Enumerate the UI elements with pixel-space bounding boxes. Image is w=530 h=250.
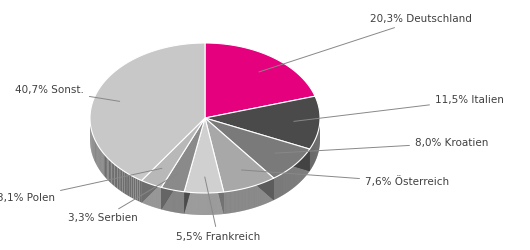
Polygon shape — [205, 118, 310, 171]
Polygon shape — [111, 162, 113, 185]
Polygon shape — [113, 163, 114, 186]
Text: 40,7% Sonst.: 40,7% Sonst. — [15, 85, 120, 101]
Polygon shape — [93, 136, 94, 159]
Polygon shape — [184, 118, 205, 214]
Polygon shape — [95, 140, 96, 164]
Polygon shape — [205, 96, 320, 149]
Polygon shape — [142, 118, 205, 202]
Text: 7,6% Österreich: 7,6% Österreich — [242, 170, 449, 188]
Polygon shape — [105, 155, 106, 178]
Polygon shape — [104, 154, 105, 177]
Polygon shape — [128, 174, 130, 197]
Polygon shape — [205, 118, 224, 214]
Polygon shape — [102, 152, 104, 176]
Polygon shape — [205, 118, 274, 200]
Polygon shape — [184, 118, 205, 214]
Polygon shape — [108, 158, 109, 181]
Polygon shape — [125, 172, 126, 194]
Polygon shape — [205, 118, 224, 214]
Polygon shape — [114, 164, 116, 188]
Polygon shape — [110, 160, 111, 184]
Polygon shape — [121, 169, 122, 192]
Polygon shape — [131, 176, 134, 199]
Polygon shape — [205, 118, 274, 200]
Polygon shape — [118, 167, 119, 190]
Text: 11,5% Italien: 11,5% Italien — [294, 95, 504, 121]
Text: 20,3% Deutschland: 20,3% Deutschland — [259, 14, 472, 72]
Polygon shape — [100, 149, 101, 172]
Polygon shape — [130, 175, 131, 198]
Polygon shape — [90, 43, 205, 180]
Polygon shape — [161, 118, 205, 192]
Polygon shape — [116, 166, 118, 189]
Polygon shape — [106, 156, 108, 180]
Polygon shape — [122, 170, 125, 194]
Polygon shape — [137, 179, 139, 202]
Polygon shape — [119, 168, 121, 191]
Polygon shape — [109, 159, 110, 182]
Polygon shape — [96, 143, 98, 167]
Polygon shape — [142, 118, 205, 202]
Polygon shape — [205, 43, 315, 118]
Polygon shape — [205, 118, 310, 178]
Polygon shape — [139, 180, 142, 203]
Polygon shape — [101, 150, 102, 174]
Polygon shape — [126, 172, 128, 196]
Polygon shape — [142, 118, 205, 188]
Text: 3,1% Polen: 3,1% Polen — [0, 168, 162, 203]
Polygon shape — [94, 138, 95, 162]
Text: 5,5% Frankreich: 5,5% Frankreich — [176, 177, 260, 242]
Polygon shape — [161, 118, 205, 210]
Polygon shape — [136, 178, 137, 201]
Polygon shape — [134, 177, 136, 200]
Polygon shape — [99, 148, 100, 171]
Text: 3,3% Serbien: 3,3% Serbien — [68, 174, 178, 223]
Polygon shape — [205, 118, 310, 171]
Polygon shape — [98, 145, 99, 168]
Polygon shape — [205, 118, 274, 192]
Polygon shape — [184, 118, 224, 193]
Text: 8,0% Kroatien: 8,0% Kroatien — [275, 138, 488, 153]
Polygon shape — [161, 118, 205, 210]
